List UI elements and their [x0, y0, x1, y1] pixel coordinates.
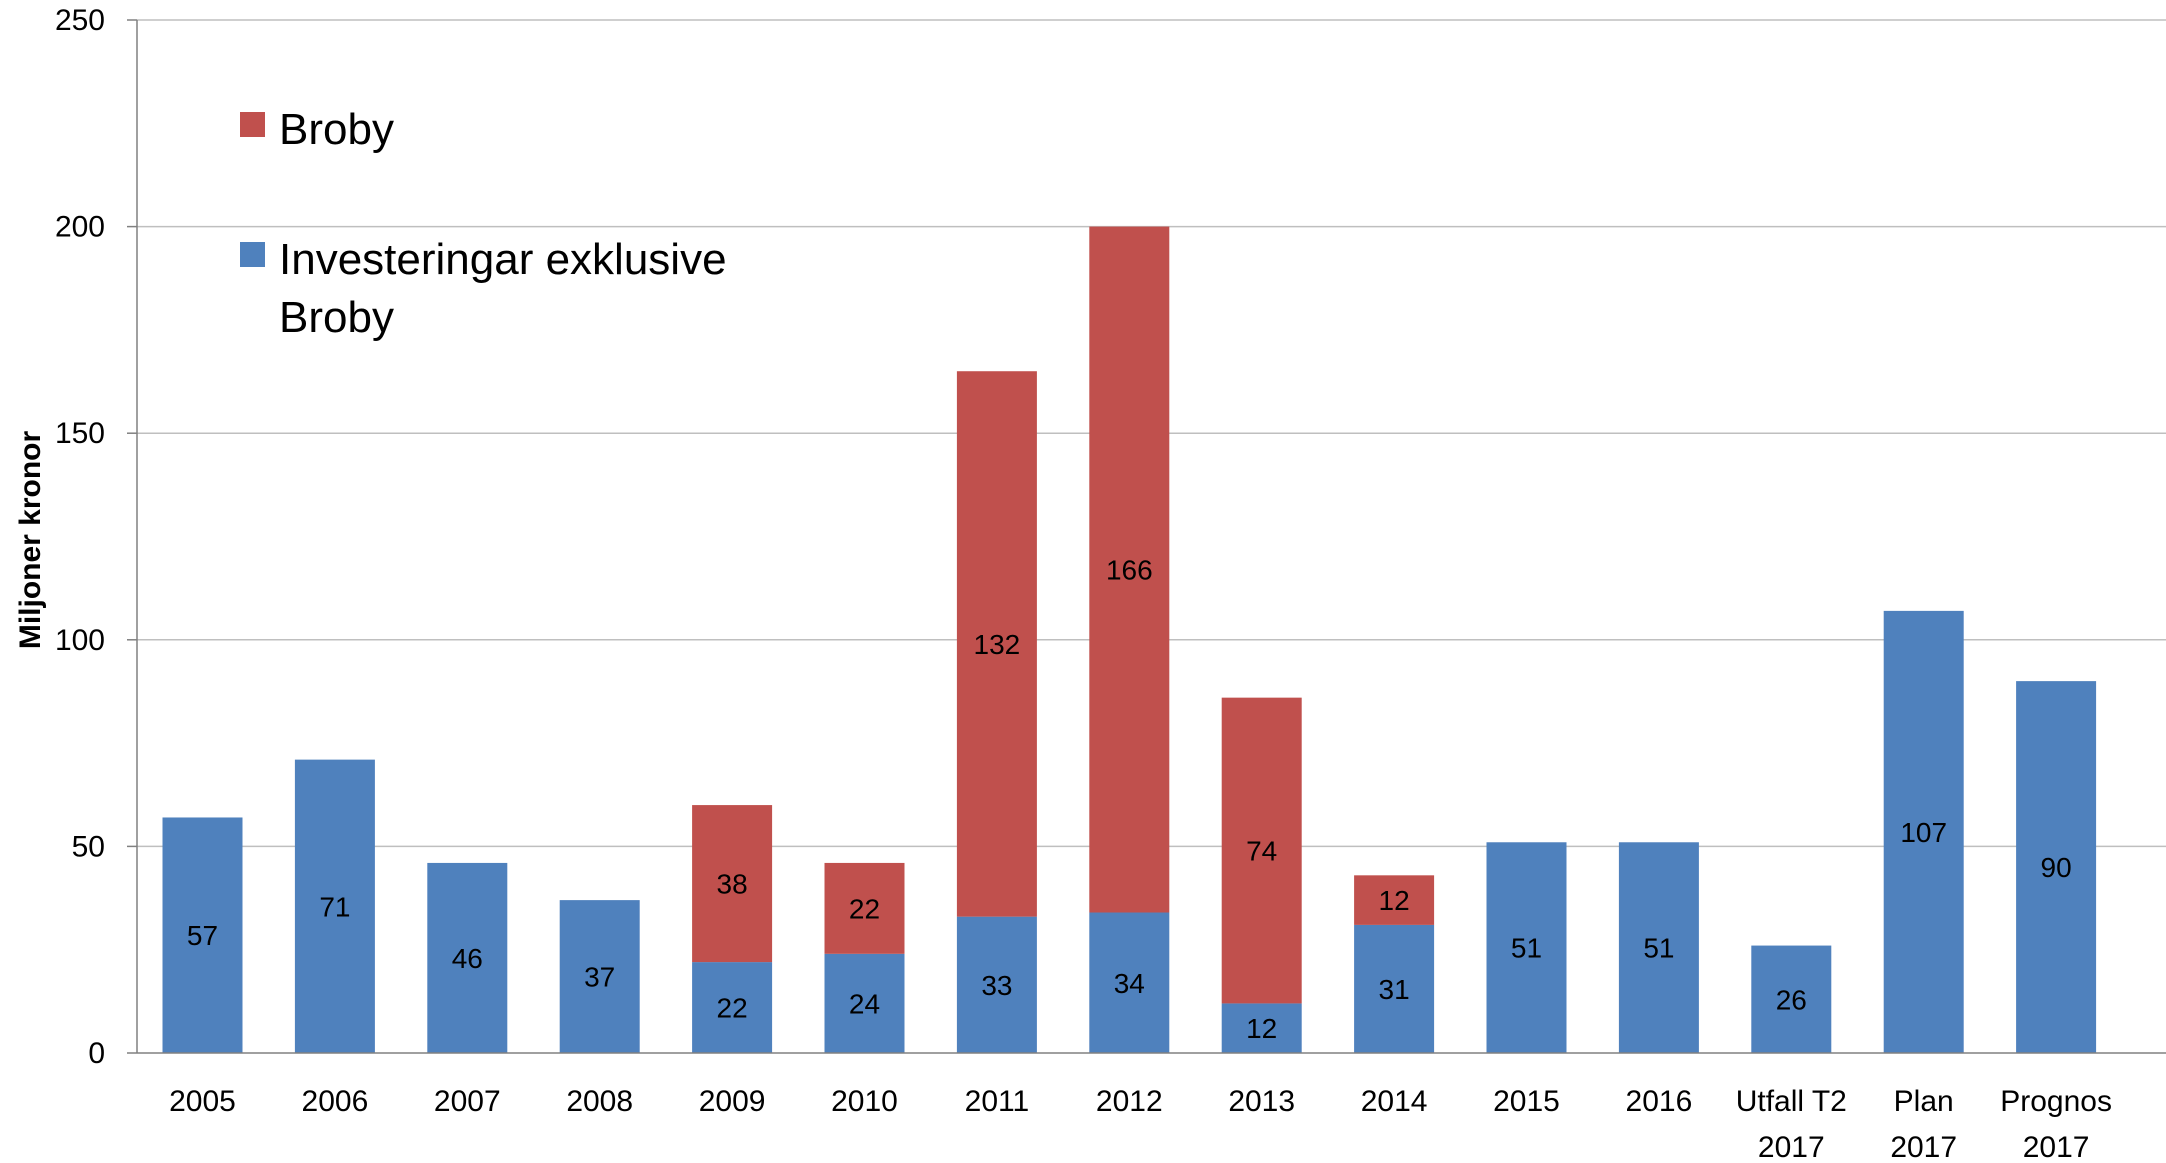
x-tick-label: Prognos — [2000, 1085, 2112, 1118]
bar-investeringar — [1751, 945, 1832, 1053]
x-tick-label: 2017 — [1890, 1131, 1957, 1163]
bar-investeringar — [956, 916, 1037, 1053]
bar-investeringar — [559, 900, 640, 1053]
bar-broby — [1089, 226, 1170, 913]
data-label-broby: 166 — [1106, 555, 1153, 586]
data-label-investeringar: 51 — [1643, 933, 1674, 964]
bar-investeringar — [824, 953, 905, 1053]
data-label-investeringar: 33 — [981, 970, 1012, 1001]
y-tick-label: 150 — [55, 417, 105, 450]
legend-swatch-investeringar — [240, 242, 265, 267]
bar-investeringar — [2016, 681, 2097, 1053]
x-tick-labels: 2005 2006 2007 2008 2009 2010 2011 2012 2013 2014… — [169, 1085, 2112, 1163]
legend: Broby Investeringar exklusive Broby — [240, 105, 727, 342]
legend-swatch-broby — [240, 112, 265, 137]
bar-broby — [824, 862, 905, 954]
data-label-investeringar: 37 — [584, 962, 615, 993]
data-label-broby: 22 — [849, 893, 880, 924]
data-label-broby: 12 — [1379, 885, 1410, 916]
legend-label-investeringar: Investeringar exklusive — [279, 235, 727, 284]
bar-investeringar — [1883, 610, 1964, 1053]
data-labels: 57 71 46 37 22 38 24 22 33 132 34 166 12 74 31 12 51 51 26… — [187, 555, 2072, 1045]
x-tick-label: 2017 — [2023, 1131, 2090, 1163]
y-axis-label: Miljoner kronor — [14, 431, 47, 650]
x-tick-label: 2010 — [831, 1085, 898, 1118]
y-tick-label: 250 — [55, 4, 105, 37]
data-label-investeringar: 26 — [1776, 984, 1807, 1015]
data-label-broby: 132 — [974, 629, 1021, 660]
bar-investeringar — [1618, 842, 1699, 1053]
legend-label-investeringar: Broby — [279, 293, 394, 342]
x-tick-label: 2006 — [302, 1085, 369, 1118]
y-tick-label: 50 — [72, 830, 105, 863]
y-tick-label: 200 — [55, 211, 105, 244]
x-tick-label: Utfall T2 — [1736, 1085, 1847, 1118]
bar-investeringar — [692, 962, 773, 1053]
bar-investeringar — [1221, 1003, 1302, 1053]
legend-label-broby: Broby — [279, 105, 394, 154]
data-label-investeringar: 22 — [717, 993, 748, 1024]
data-label-investeringar: 12 — [1246, 1013, 1277, 1044]
bar-investeringar — [427, 862, 508, 1053]
bar-investeringar — [1354, 924, 1435, 1053]
x-tick-label: 2007 — [434, 1085, 501, 1118]
data-label-investeringar: 71 — [319, 891, 350, 922]
bar-investeringar — [1486, 842, 1567, 1053]
x-tick-label: 2016 — [1626, 1085, 1693, 1118]
bar-investeringar — [294, 759, 375, 1053]
data-label-investeringar: 31 — [1379, 974, 1410, 1005]
y-tick-label: 100 — [55, 624, 105, 657]
y-tick-label: 0 — [88, 1037, 105, 1070]
data-label-broby: 74 — [1246, 836, 1277, 867]
bars — [162, 226, 2097, 1053]
x-tick-label: 2009 — [699, 1085, 766, 1118]
bar-investeringar — [162, 817, 243, 1053]
data-label-investeringar: 90 — [2041, 852, 2072, 883]
data-label-investeringar: 51 — [1511, 933, 1542, 964]
x-tick-label: Plan — [1894, 1085, 1954, 1118]
data-label-investeringar: 34 — [1114, 968, 1145, 999]
bar-broby — [956, 371, 1037, 917]
y-tick-labels: 0 50 100 150 200 250 — [55, 4, 105, 1070]
data-label-investeringar: 57 — [187, 920, 218, 951]
bar-investeringar — [1089, 912, 1170, 1053]
x-tick-label: 2011 — [965, 1085, 1030, 1118]
x-tick-label: 2013 — [1228, 1085, 1295, 1118]
bar-broby — [692, 805, 773, 963]
x-tick-label: 2017 — [1758, 1131, 1825, 1163]
data-label-investeringar: 46 — [452, 943, 483, 974]
axes — [127, 19, 2166, 1054]
x-tick-label: 2015 — [1493, 1085, 1560, 1118]
bar-broby — [1354, 875, 1435, 925]
data-label-broby: 38 — [717, 869, 748, 900]
bar-broby — [1221, 697, 1302, 1004]
x-tick-label: 2014 — [1361, 1085, 1428, 1118]
data-label-investeringar: 107 — [1900, 817, 1947, 848]
data-label-investeringar: 24 — [849, 988, 880, 1019]
x-tick-label: 2008 — [566, 1085, 633, 1118]
x-tick-label: 2012 — [1096, 1085, 1163, 1118]
x-tick-label: 2005 — [169, 1085, 236, 1118]
